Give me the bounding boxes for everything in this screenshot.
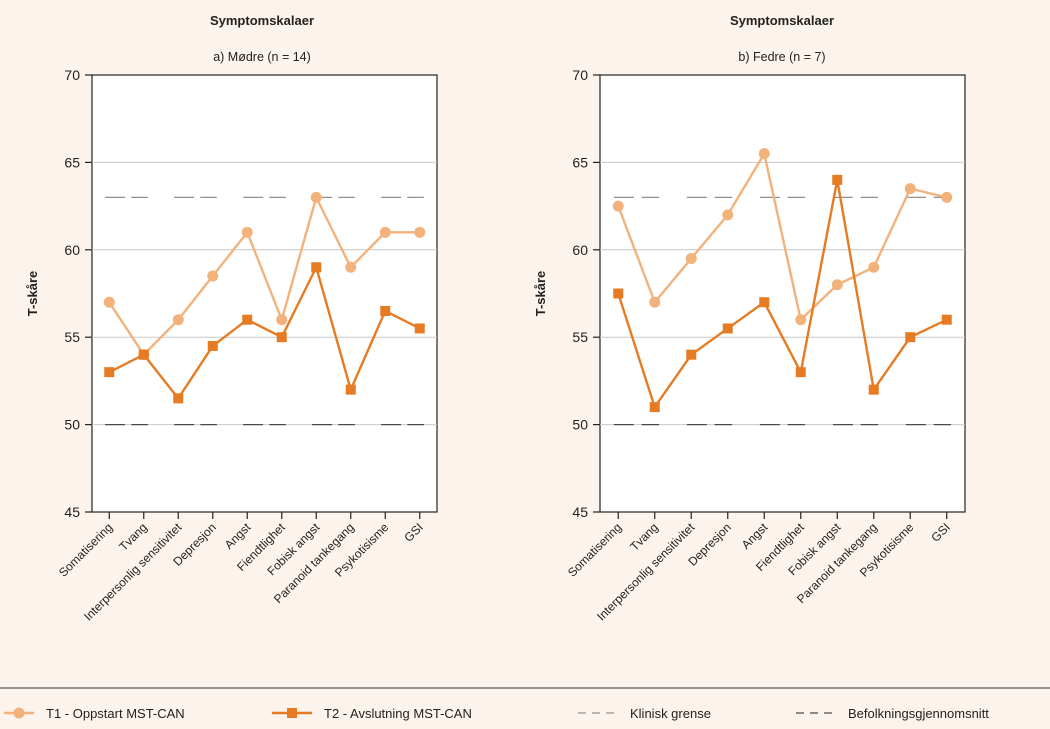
t2-data-point	[138, 349, 149, 360]
t1-data-point	[414, 226, 426, 238]
x-tick-label: Somatisering	[565, 520, 624, 579]
legend-marker-circle	[13, 707, 25, 719]
t1-series-line	[108, 196, 420, 356]
y-axis-label: T-skåre	[25, 271, 40, 317]
t1-data-point	[612, 200, 624, 212]
t2-data-point	[311, 262, 322, 273]
chart-title: Symptomskalaer	[730, 13, 834, 28]
t2-data-point	[104, 367, 115, 378]
x-tick-label: GSI	[928, 520, 953, 545]
t2-data-point	[649, 402, 660, 413]
t1-data-point	[207, 270, 219, 282]
legend-symbol-t2	[272, 708, 312, 718]
t1-data-point	[904, 183, 916, 195]
t1-data-point	[345, 261, 357, 273]
t2-data-point	[795, 367, 806, 378]
t1-data-point	[276, 314, 288, 326]
y-tick-label: 50	[572, 417, 588, 433]
chart-subtitle: a) Mødre (n = 14)	[213, 50, 311, 64]
t1-data-point	[941, 191, 953, 203]
t2-data-point	[613, 288, 624, 299]
t2-data-point	[832, 174, 843, 185]
y-tick-label: 60	[572, 242, 588, 258]
t2-data-point	[686, 349, 697, 360]
chart-panel-b: Symptomskalaer b) Fedre (n = 7) 45 50 55 60 65…	[533, 13, 966, 624]
legend-label-population: Befolkningsgjennomsnitt	[848, 706, 989, 721]
chart-panel-a: Symptomskalaer a) Mødre (n = 14) 45 50 55 60 6…	[25, 13, 438, 624]
x-tick-label: Tvang	[627, 520, 660, 553]
t2-data-point	[173, 393, 184, 404]
plot-area	[91, 74, 438, 513]
y-tick-label: 50	[64, 417, 80, 433]
t2-data-point	[941, 314, 952, 325]
t2-data-point	[414, 323, 425, 334]
legend-label-t1: T1 - Oppstart MST-CAN	[46, 706, 185, 721]
t2-data-point	[345, 384, 356, 395]
t1-data-point	[172, 314, 184, 326]
t1-data-point	[795, 314, 807, 326]
t1-data-point	[310, 191, 322, 203]
legend-label-t2: T2 - Avslutning MST-CAN	[324, 706, 472, 721]
t2-data-point	[242, 314, 253, 325]
y-tick-label: 45	[64, 504, 80, 520]
t1-data-point	[103, 296, 115, 308]
y-tick-label: 55	[64, 329, 80, 345]
t1-data-point	[649, 296, 661, 308]
y-tick-label: 60	[64, 242, 80, 258]
t1-data-point	[722, 209, 734, 221]
t2-data-point	[868, 384, 879, 395]
t2-series-line	[617, 178, 948, 409]
x-tick-label: GSI	[401, 520, 426, 545]
t1-data-point	[685, 253, 697, 265]
t1-data-point	[241, 226, 253, 238]
t1-data-point	[831, 279, 843, 291]
y-tick-label: 65	[64, 154, 80, 170]
y-tick-label: 70	[64, 67, 80, 83]
legend-symbol-t1	[4, 707, 34, 719]
y-tick-label: 55	[572, 329, 588, 345]
t2-data-point	[207, 340, 218, 351]
y-tick-label: 65	[572, 154, 588, 170]
legend-label-clinical: Klinisk grense	[630, 706, 711, 721]
t2-data-point	[276, 332, 287, 343]
legend-marker-square	[287, 708, 297, 718]
plot-area	[599, 74, 966, 513]
t2-data-point	[759, 297, 770, 308]
t2-data-point	[380, 305, 391, 316]
t2-data-point	[905, 332, 916, 343]
y-tick-label: 45	[572, 504, 588, 520]
y-tick-label: 70	[572, 67, 588, 83]
t1-series-line	[617, 152, 948, 321]
x-tick-label: Somatisering	[56, 520, 115, 579]
x-tick-label: Angst	[222, 520, 254, 552]
chart-subtitle: b) Fedre (n = 7)	[738, 50, 825, 64]
t2-series-line	[108, 266, 421, 400]
t1-data-point	[868, 261, 880, 273]
chart-title: Symptomskalaer	[210, 13, 314, 28]
t1-data-point	[758, 148, 770, 160]
t1-data-point	[379, 226, 391, 238]
x-tick-label: Angst	[739, 520, 771, 552]
legend: T1 - Oppstart MST-CAN T2 - Avslutning MST…	[0, 687, 1050, 721]
t2-data-point	[722, 323, 733, 334]
y-axis-label: T-skåre	[533, 271, 548, 317]
